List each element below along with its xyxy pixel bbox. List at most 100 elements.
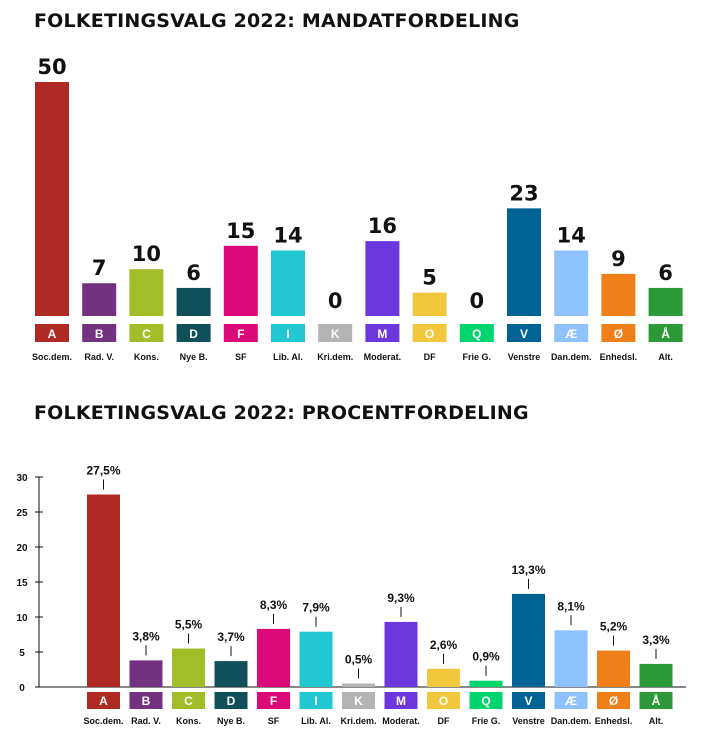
- party-name: Enhedsl.: [600, 352, 638, 362]
- party-letter: D: [227, 694, 236, 708]
- party-letter: D: [189, 327, 198, 341]
- value-label: 5,2%: [600, 620, 628, 634]
- value-label: 10: [132, 242, 161, 266]
- bar: [512, 593, 545, 687]
- bar: [639, 663, 673, 687]
- value-label: 7,9%: [302, 601, 330, 615]
- bar: [271, 250, 305, 316]
- party-letter: M: [396, 694, 406, 708]
- party-letter: K: [331, 327, 340, 341]
- party-letter-box: [172, 692, 205, 709]
- value-label: 5: [422, 266, 437, 290]
- party-name: Frie G.: [472, 716, 501, 726]
- party-name: SF: [268, 716, 280, 726]
- party-name: Venstre: [512, 716, 545, 726]
- party-name: Kons.: [176, 716, 201, 726]
- value-label: 50: [37, 55, 66, 79]
- bar: [176, 287, 211, 316]
- bar: [427, 668, 460, 687]
- y-tick-label: 25: [16, 508, 28, 519]
- party-letter-box: [512, 692, 545, 709]
- bar: [342, 683, 375, 687]
- party-name: Enhedsl.: [595, 716, 633, 726]
- party-letter-box: [469, 692, 503, 709]
- party-name: Rad. V.: [131, 716, 161, 726]
- party-letter-box: [176, 324, 211, 342]
- value-label: 15: [226, 219, 255, 243]
- bar: [129, 269, 164, 316]
- value-label: 0,5%: [345, 653, 373, 667]
- value-label: 14: [273, 223, 302, 247]
- value-label: 8,3%: [260, 598, 288, 612]
- party-name: Kons.: [134, 352, 159, 362]
- party-name: SF: [235, 352, 247, 362]
- party-name: Frie G.: [463, 352, 492, 362]
- party-name: Rad. V.: [84, 352, 114, 362]
- bar: [172, 648, 205, 687]
- party-letter-box: [35, 324, 69, 342]
- bar: [35, 82, 69, 316]
- party-letter: V: [524, 694, 532, 708]
- party-name: Nye B.: [180, 352, 208, 362]
- y-tick-label: 30: [16, 473, 28, 484]
- party-name: DF: [424, 352, 436, 362]
- party-name: Moderat.: [364, 352, 402, 362]
- bar: [87, 494, 120, 687]
- party-letter-box: [384, 692, 418, 709]
- party-letter-box: [554, 692, 588, 709]
- bar: [412, 292, 447, 316]
- party-letter: M: [377, 327, 387, 341]
- y-tick-label: 15: [16, 578, 28, 589]
- party-letter-box: [427, 692, 460, 709]
- party-name: Venstre: [508, 352, 541, 362]
- party-letter: Ø: [609, 694, 618, 708]
- party-name: Kri.dem.: [317, 352, 353, 362]
- bar: [507, 208, 541, 316]
- party-letter-box: [639, 692, 673, 709]
- party-letter: O: [425, 327, 434, 341]
- party-letter-box: [214, 692, 248, 709]
- value-label: 6: [186, 261, 201, 285]
- party-name: Alt.: [658, 352, 673, 362]
- y-tick-label: 20: [16, 543, 28, 554]
- party-letter-box: [129, 692, 163, 709]
- party-letter: K: [354, 694, 363, 708]
- party-name: Moderat.: [382, 716, 420, 726]
- party-letter-box: [597, 692, 630, 709]
- party-letter: C: [184, 694, 193, 708]
- party-letter-box: [648, 324, 683, 342]
- value-label: 9,3%: [387, 591, 415, 605]
- party-letter: Æ: [565, 327, 577, 341]
- value-label: 5,5%: [175, 618, 203, 632]
- bar: [648, 287, 683, 316]
- party-letter: F: [270, 694, 277, 708]
- party-letter-box: [318, 324, 353, 342]
- bar: [384, 621, 418, 687]
- party-letter-box: [507, 324, 541, 342]
- value-label: 27,5%: [86, 464, 120, 478]
- y-tick-label: 5: [19, 648, 25, 659]
- party-letter-box: [365, 324, 400, 342]
- chart-title-percent: FOLKETINGSVALG 2022: PROCENTFORDELING: [34, 402, 529, 424]
- party-letter-box: [601, 324, 636, 342]
- party-letter: Q: [472, 327, 481, 341]
- party-letter: A: [48, 327, 57, 341]
- party-letter: I: [314, 694, 317, 708]
- bar: [554, 250, 589, 316]
- party-letter: Å: [652, 693, 661, 708]
- value-label: 3,3%: [642, 633, 670, 647]
- party-name: Dan.dem.: [551, 716, 592, 726]
- value-label: 2,6%: [430, 638, 458, 652]
- party-letter: F: [237, 327, 244, 341]
- value-label: 0: [469, 289, 484, 313]
- value-label: 0,9%: [472, 650, 500, 664]
- bar: [299, 631, 333, 687]
- party-letter-box: [87, 692, 120, 709]
- party-letter: Ø: [614, 327, 623, 341]
- party-letter-box: [412, 324, 447, 342]
- bar: [223, 245, 258, 316]
- bar: [82, 283, 117, 316]
- party-letter-box: [82, 324, 117, 342]
- party-letter: A: [99, 694, 108, 708]
- party-name: Lib. Al.: [301, 716, 331, 726]
